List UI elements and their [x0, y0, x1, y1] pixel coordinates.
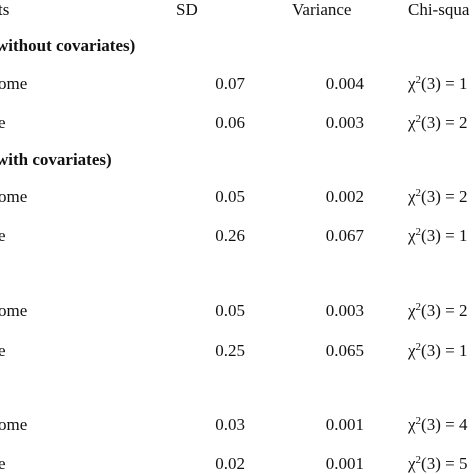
sd-value: 0.03 — [215, 415, 245, 434]
row-label: e — [0, 341, 6, 360]
row-label: e — [0, 454, 6, 473]
row-label: e — [0, 113, 6, 132]
section-title: without covariates) — [0, 36, 136, 55]
chi-square-value: χ2(3) = 5 — [408, 454, 468, 473]
row-label: ome — [0, 187, 28, 206]
chi-square-value: χ2(3) = 2 — [408, 301, 468, 320]
header-chi-square: Chi-squa — [408, 0, 470, 19]
row-label: e — [0, 226, 6, 245]
chi-square-value: χ2(3) = 1 — [408, 74, 468, 93]
variance-value: 0.001 — [325, 454, 364, 473]
row-label: ome — [0, 415, 28, 434]
variance-value: 0.001 — [325, 415, 364, 434]
header-variance: Variance — [292, 0, 352, 19]
variance-value: 0.003 — [325, 113, 364, 132]
sd-value: 0.07 — [215, 74, 245, 93]
chi-square-value: χ2(3) = 4 — [408, 415, 468, 434]
variance-value: 0.004 — [325, 74, 364, 93]
chi-square-value: χ2(3) = 1 — [408, 341, 468, 360]
sd-value: 0.05 — [215, 301, 245, 320]
sd-value: 0.05 — [215, 187, 245, 206]
variance-value: 0.067 — [325, 226, 364, 245]
chi-square-value: χ2(3) = 2 — [408, 113, 468, 132]
chi-square-value: χ2(3) = 1 — [408, 226, 468, 245]
sd-value: 0.25 — [215, 341, 245, 360]
header-effects: ts — [0, 0, 10, 19]
chi-square-value: χ2(3) = 2 — [408, 187, 468, 206]
sd-value: 0.06 — [215, 113, 245, 132]
variance-value: 0.002 — [325, 187, 364, 206]
sd-value: 0.26 — [215, 226, 245, 245]
header-sd: SD — [176, 0, 198, 19]
variance-value: 0.003 — [325, 301, 364, 320]
sd-value: 0.02 — [215, 454, 245, 473]
row-label: ome — [0, 301, 28, 320]
row-label: ome — [0, 74, 28, 93]
variance-value: 0.065 — [325, 341, 364, 360]
section-title: with covariates) — [0, 150, 112, 169]
